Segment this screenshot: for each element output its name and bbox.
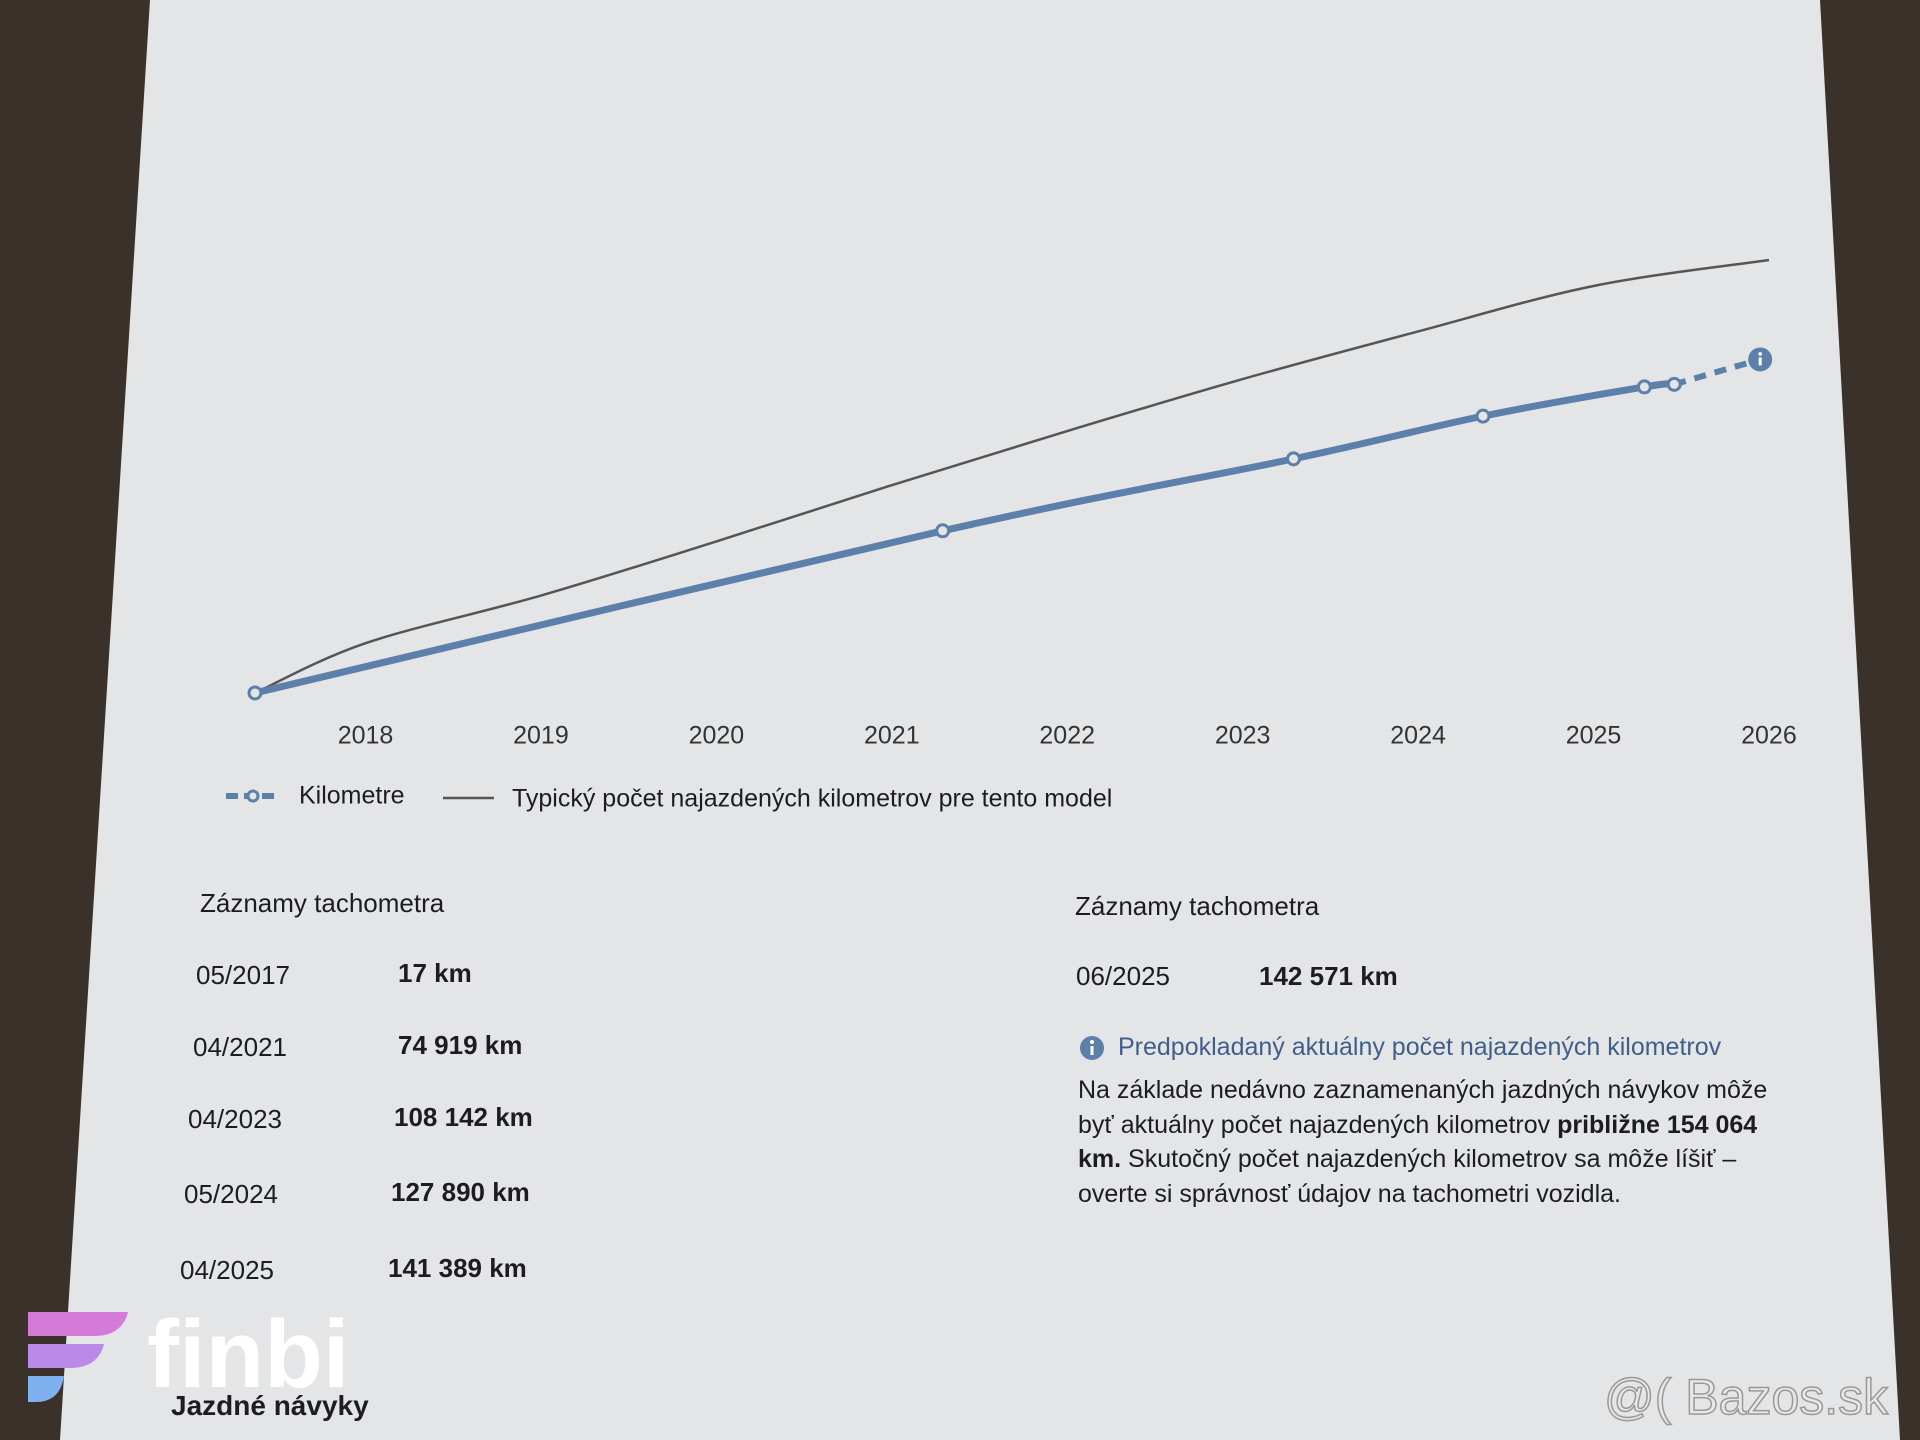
record-km: 141 389 km [388,1253,527,1283]
x-tick-label: 2021 [864,722,920,750]
record-date: 04/2023 [188,1104,282,1134]
record-km: 142 571 km [1259,961,1398,991]
legend-label: Kilometre [299,782,405,810]
legend-swatch-dot [246,789,260,803]
x-tick-label: 2019 [513,722,569,750]
info-text-bold: približne 154 064 km. [1078,1110,1758,1174]
km-point [1286,451,1302,467]
x-tick-label: 2022 [1039,722,1095,750]
info-glyph [1758,357,1762,366]
info-glyph [1758,352,1762,356]
record-date: 04/2021 [193,1032,287,1062]
typical-line [254,258,1770,695]
x-tick-label: 2026 [1741,722,1797,750]
records-title: Záznamy tachometra [200,888,445,918]
record-km: 17 km [398,958,472,988]
record-km: 108 142 km [394,1102,533,1132]
km-point [1475,408,1491,424]
x-tick-label: 2018 [338,722,394,750]
info-title: Predpokladaný aktuálny počet najazdených… [1118,1033,1722,1061]
record-date: 06/2025 [1076,961,1170,991]
x-tick-label: 2023 [1215,722,1271,750]
record-date: 05/2017 [196,960,290,990]
km-line [251,380,1678,697]
km-point [1666,376,1682,392]
logo-text: finbi [147,1301,350,1408]
paper [60,0,1900,1440]
info-icon [1080,1036,1104,1060]
km-point [1636,379,1652,395]
record-date: 04/2025 [180,1255,274,1285]
records-title: Záznamy tachometra [1075,891,1320,921]
site-watermark: @( Bazos.sk [1603,1368,1889,1426]
record-date: 05/2024 [184,1179,278,1209]
km-point [247,685,263,701]
x-tick-label: 2024 [1390,722,1446,750]
legend-label: Typický počet najazdených kilometrov pre… [512,785,1112,813]
section-title: Jazdné návyky [171,1390,369,1421]
km-point [935,523,951,539]
x-tick-label: 2025 [1566,722,1622,750]
info-text-1: Na základe nedávno zaznamenaných jazdnýc… [1078,1076,1768,1139]
x-tick-label: 2020 [689,722,745,750]
record-km: 74 919 km [398,1030,523,1060]
record-km: 127 890 km [391,1177,530,1207]
info-text: Na základe nedávno zaznamenaných jazdnýc… [1078,1073,1798,1211]
info-text-2: Skutočný počet najazdených kilometrov sa… [1078,1145,1737,1208]
logo-icon [28,1312,128,1402]
